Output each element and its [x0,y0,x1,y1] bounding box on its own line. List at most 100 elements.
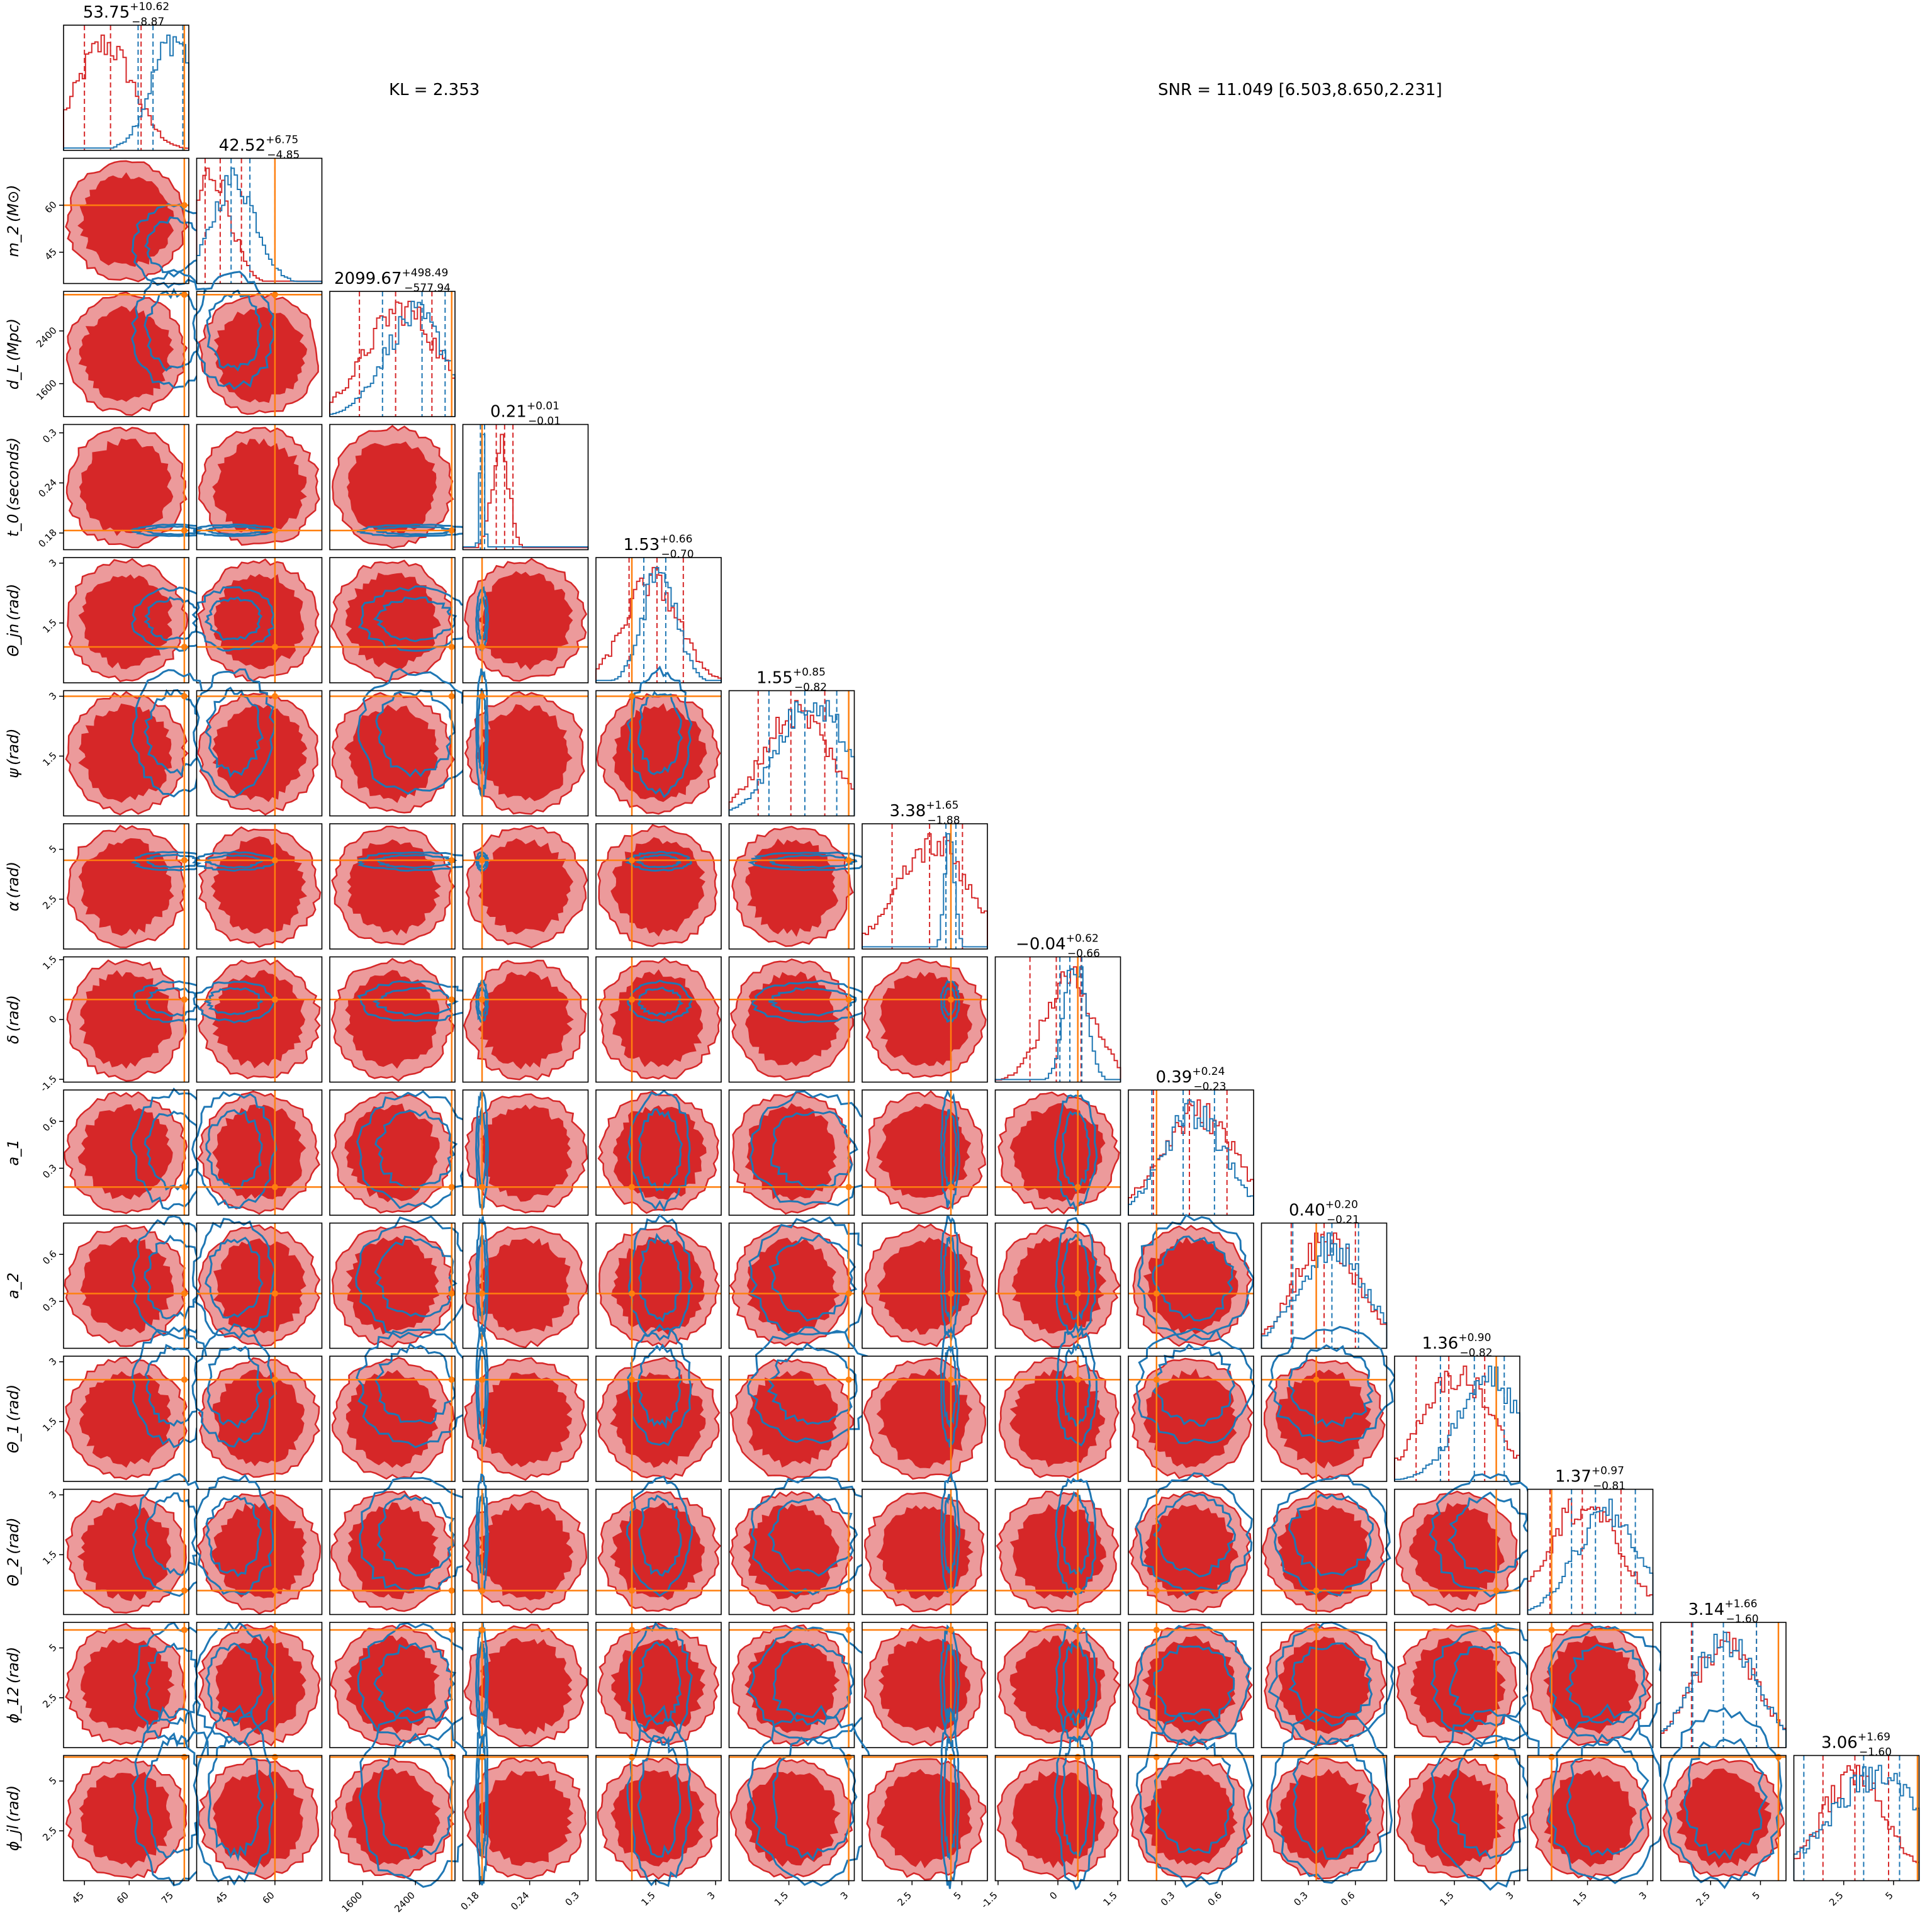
x-tick-label: 0 [1047,1890,1059,1902]
contour-panel-t0-delta [462,956,589,1083]
red-contour-inner [1011,1237,1107,1334]
blue-contour-outer [475,1216,489,1340]
contour-panel-t0-psi [462,668,589,817]
contour-panel-dL-psi [329,668,476,817]
blue-contour-inner [143,1110,204,1191]
red-contour-inner [77,172,174,267]
truth-point [629,693,636,700]
panel-frame [1261,1222,1388,1349]
red-contour-inner [79,1371,171,1468]
truth-point [1153,1290,1160,1297]
title-plus: +0.85 [793,666,826,679]
red-contour-inner [345,1768,441,1866]
contour-panel-delta-phi12 [994,1622,1121,1748]
contour-panel-a1-phijl [1128,1708,1254,1888]
hist-panel-theta1: 1.36+0.90 −0.82 [1394,1332,1520,1482]
hist-title-a1: 0.39+0.24 −0.23 [1155,1065,1226,1093]
contour-panel-delta-phijl [994,1708,1121,1890]
title-minus: −8.87 [132,16,164,28]
title-plus: +498.49 [402,267,449,279]
truth-point [1313,1376,1320,1383]
y-tick-label: 3 [47,557,59,569]
blue-contour-inner [638,1494,682,1577]
truth-point [181,1587,188,1594]
panel-frame [1660,1622,1787,1748]
contour-panel-phi12-phijl [1660,1707,1787,1890]
red-contour-inner [1143,1504,1238,1601]
red-contour-inner [610,837,705,937]
contour-panel-m2-phijl [193,1704,323,1886]
blue-contour-outer [357,980,477,1023]
blue-contour-inner [374,853,458,869]
truth-point [948,1376,955,1383]
truth-point [1074,1627,1081,1634]
x-tick-label: 1.5 [1101,1890,1120,1909]
contour-panel-t0-theta1 [462,1323,589,1482]
truth-point [181,202,188,209]
truth-point [181,291,188,298]
blue-contour-outer [191,850,278,872]
truth-point [948,1754,955,1761]
truth-point [448,1754,455,1761]
panel-frame [1660,1755,1787,1882]
blue-contour-outer [359,1476,476,1592]
red-contour-inner [1011,1771,1105,1868]
blue-contour-inner [377,1733,454,1859]
panel-frame [462,1356,589,1482]
panel-frame [1128,1356,1254,1482]
contour-panel-t0-phijl [462,1710,589,1885]
contour-panel-dL-a2 [329,1215,475,1349]
contour-panel-dL-theta2 [329,1476,476,1615]
contour-panel-delta-theta2 [994,1477,1121,1615]
truth-point [271,1184,278,1191]
title-plus: +0.24 [1192,1065,1225,1078]
hist-title-a2: 0.40+0.20 −0.21 [1289,1199,1359,1227]
blue-contour-outer [475,1091,490,1211]
blue-contour-outer [131,1325,217,1449]
truth-point [948,996,955,1003]
blue-contour-outer [1055,1322,1098,1447]
contour-panel-a1-phi12 [1128,1622,1254,1748]
truth-point [479,693,486,700]
x-tick-label: 5 [1883,1890,1895,1902]
title-minus: −0.82 [1459,1347,1492,1359]
truth-point [448,1587,455,1594]
contour-panel-delta-a2 [994,1216,1121,1349]
x-tick-label: 0.3 [1291,1890,1310,1909]
y-tick-label: 0.3 [40,427,59,446]
blue-contour-outer [1430,1709,1553,1891]
red-contour-inner [1276,1768,1372,1869]
truth-point [479,1290,486,1297]
contour-panel-psi-theta1 [728,1326,876,1482]
y-tick-label: 1.5 [40,1549,59,1568]
x-tick-label: 0.3 [1159,1890,1177,1909]
truth-point [181,693,188,700]
hist-panel-a2: 0.40+0.20 −0.21 [1261,1199,1388,1349]
panel-frame [63,823,189,950]
contour-panel-dL-delta [329,956,477,1083]
blue-contour-outer [1267,1621,1395,1745]
blue-contour-inner [143,1732,203,1859]
truth-point [448,693,455,700]
blue-contour-inner [942,1236,957,1322]
contour-panel-m1-t0 [63,424,218,551]
red-contour-inner [347,839,441,936]
blue-contour-outer [627,1323,692,1447]
panel-frame [595,557,722,683]
contour-panel-psi-delta [728,956,873,1083]
blue-contour-inner [477,1106,488,1191]
panel-frame [196,1089,323,1216]
panel-frame [728,1089,855,1216]
truth-point [629,1627,636,1634]
snr-annotation: SNR = 11.049 [6.503,8.650,2.231] [1158,81,1442,99]
red-contour-inner [79,1772,172,1868]
blue-contour-inner [374,1109,458,1191]
panel-frame [862,1356,988,1482]
red-contour-inner [1143,1768,1238,1866]
panel-frame [862,1755,988,1882]
panel-frame [1394,1356,1520,1482]
blue-histogram [595,566,722,683]
blue-contour-outer [940,1470,961,1597]
blue-contour-inner [145,853,203,869]
blue-contour-outer [132,1621,216,1745]
